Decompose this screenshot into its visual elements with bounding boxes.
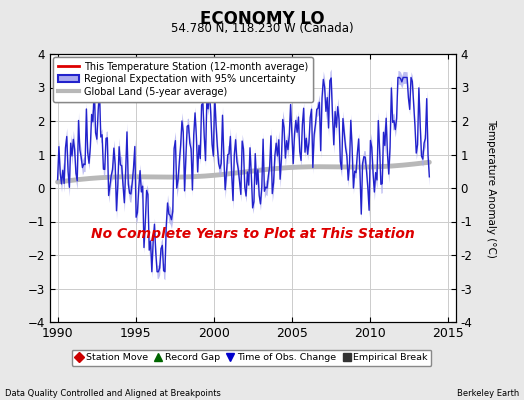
Text: 54.780 N, 118.230 W (Canada): 54.780 N, 118.230 W (Canada) (171, 22, 353, 35)
Text: Berkeley Earth: Berkeley Earth (456, 389, 519, 398)
Text: No Complete Years to Plot at This Station: No Complete Years to Plot at This Statio… (91, 226, 414, 240)
Legend: This Temperature Station (12-month average), Regional Expectation with 95% uncer: This Temperature Station (12-month avera… (53, 57, 313, 102)
Text: ECONOMY LO: ECONOMY LO (200, 10, 324, 28)
Legend: Station Move, Record Gap, Time of Obs. Change, Empirical Break: Station Move, Record Gap, Time of Obs. C… (72, 350, 431, 366)
Text: Data Quality Controlled and Aligned at Breakpoints: Data Quality Controlled and Aligned at B… (5, 389, 221, 398)
Y-axis label: Temperature Anomaly (°C): Temperature Anomaly (°C) (486, 118, 497, 258)
